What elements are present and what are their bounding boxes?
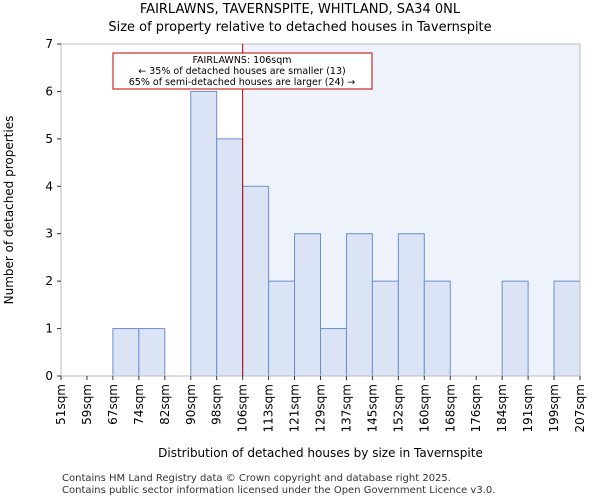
bar-160sqm bbox=[423, 280, 451, 377]
x-tick-label: 160sqm bbox=[417, 384, 431, 432]
annotation-box: FAIRLAWNS: 106sqm ← 35% of detached hous… bbox=[112, 52, 373, 90]
x-tick-label: 67sqm bbox=[106, 384, 120, 425]
footer-line-2: Contains public sector information licen… bbox=[62, 485, 496, 496]
bar-152sqm bbox=[397, 233, 425, 377]
x-tick-label: 129sqm bbox=[314, 384, 328, 432]
bar-184sqm bbox=[501, 280, 529, 377]
bar-113sqm bbox=[268, 280, 296, 377]
x-tick-label: 145sqm bbox=[365, 384, 379, 432]
y-tick-label: 3 bbox=[45, 227, 53, 241]
bar-129sqm bbox=[320, 328, 347, 377]
x-tick-label: 106sqm bbox=[236, 384, 250, 432]
x-tick-label: 176sqm bbox=[469, 384, 483, 432]
x-axis: 51sqm 59sqm 67sqm 74sqm 82sqm 90sqm 98sqm 106sq… bbox=[54, 376, 587, 432]
x-tick-label: 121sqm bbox=[288, 384, 302, 432]
bar-199sqm bbox=[553, 280, 581, 377]
histogram-chart: 0 1 2 3 4 5 6 7 51sqm 59sqm 67sqm 74sqm 82sqm 90sqm 9… bbox=[2, 37, 587, 460]
x-tick-label: 199sqm bbox=[547, 384, 561, 432]
x-tick-label: 74sqm bbox=[132, 384, 146, 425]
footer-line-1: Contains HM Land Registry data © Crown c… bbox=[62, 473, 451, 484]
x-tick-label: 82sqm bbox=[158, 384, 172, 425]
x-tick-label: 191sqm bbox=[521, 384, 535, 432]
y-tick-label: 2 bbox=[45, 274, 53, 288]
y-tick-label: 4 bbox=[45, 179, 53, 193]
x-tick-label: 59sqm bbox=[80, 384, 94, 425]
bar-121sqm bbox=[294, 233, 321, 377]
chart-title: FAIRLAWNS, TAVERNSPITE, WHITLAND, SA34 0… bbox=[139, 2, 461, 17]
y-tick-label: 1 bbox=[45, 322, 53, 336]
x-tick-label: 137sqm bbox=[339, 384, 353, 432]
chart-subtitle: Size of property relative to detached ho… bbox=[108, 20, 492, 35]
x-tick-label: 113sqm bbox=[262, 384, 276, 432]
x-tick-label: 207sqm bbox=[573, 384, 587, 432]
bar-106sqm bbox=[242, 185, 270, 377]
x-tick-label: 168sqm bbox=[443, 384, 457, 432]
annotation-line-2: ← 35% of detached houses are smaller (13… bbox=[138, 66, 345, 77]
bar-90sqm bbox=[190, 90, 218, 377]
y-axis: 0 1 2 3 4 5 6 7 bbox=[45, 37, 61, 383]
x-tick-label: 51sqm bbox=[54, 384, 68, 425]
y-tick-label: 0 bbox=[45, 369, 53, 383]
y-axis-label: Number of detached properties bbox=[2, 116, 16, 305]
y-tick-label: 5 bbox=[45, 132, 53, 146]
x-tick-label: 184sqm bbox=[495, 384, 509, 432]
annotation-border bbox=[112, 52, 373, 90]
x-tick-label: 152sqm bbox=[391, 384, 405, 432]
y-tick-label: 6 bbox=[45, 84, 53, 98]
x-axis-label: Distribution of detached houses by size … bbox=[158, 446, 483, 460]
bar-98sqm bbox=[216, 138, 244, 377]
bar-137sqm bbox=[345, 233, 373, 377]
y-tick-label: 7 bbox=[45, 37, 53, 51]
bar-145sqm bbox=[371, 280, 399, 377]
bar-74sqm bbox=[138, 328, 166, 377]
x-tick-label: 90sqm bbox=[184, 384, 198, 425]
annotation-line-1: FAIRLAWNS: 106sqm bbox=[192, 55, 291, 66]
x-tick-label: 98sqm bbox=[210, 384, 224, 425]
bar-67sqm bbox=[112, 328, 140, 377]
annotation-line-3: 65% of semi-detached houses are larger (… bbox=[129, 77, 356, 88]
